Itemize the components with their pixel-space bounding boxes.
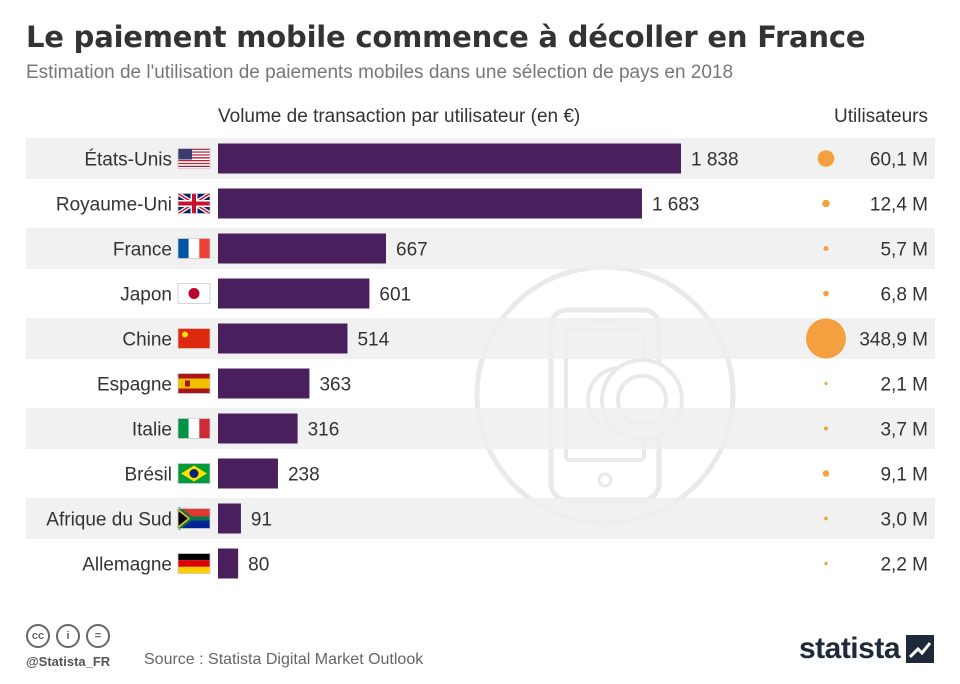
license-icons: cc i = [26,624,110,648]
chart-row: Afrique du Sud 91 3,0 M [26,498,935,539]
bar-value-label: 1 683 [652,195,700,216]
users-bubble [823,426,829,431]
flag-us-icon [177,148,211,169]
users-value-label: 9,1 M [880,465,928,486]
flag-za-icon [176,506,211,531]
users-bubble [806,318,846,359]
by-icon: i [56,624,80,648]
bar [218,233,387,264]
users-value-label: 3,0 M [880,510,928,531]
flag-it-icon [177,418,211,439]
users-bubble [824,561,828,566]
bar [218,188,642,219]
chart-row: Allemagne 80 2,2 M [82,548,928,579]
bar [218,368,310,399]
bar-value-label: 667 [396,240,428,261]
flag-jp-icon [177,283,211,304]
category-label: Espagne [97,375,172,396]
category-label: Japon [120,285,172,306]
bar [218,548,239,579]
bar-value-label: 238 [288,465,320,486]
statista-brand[interactable]: statista [799,632,934,666]
statista-logo-icon [906,635,934,663]
smartphone-euro-coin-icon [474,264,736,526]
users-value-label: 348,9 M [859,330,928,351]
bar-value-label: 601 [379,285,411,306]
chart-row: États-Unis 1 838 60,1 M [26,138,935,179]
category-label: États-Unis [84,150,172,171]
twitter-handle[interactable]: @Statista_FR [26,654,111,669]
bar-value-label: 1 838 [691,150,739,171]
users-value-label: 12,4 M [870,195,928,216]
users-value-label: 2,1 M [880,375,928,396]
row-stripe [26,318,935,359]
nd-icon: = [86,624,110,648]
chart-row: Royaume-Uni 1 683 12,4 M [56,188,928,219]
users-value-label: 60,1 M [870,150,928,171]
users-value-label: 6,8 M [880,285,928,306]
bar [218,503,241,534]
chart-title: Le paiement mobile commence à décoller e… [26,20,866,54]
bar-value-label: 91 [251,510,272,531]
users-bubble [824,381,828,386]
row-stripe [26,228,935,269]
category-label: Royaume-Uni [56,195,172,216]
users-bubble [817,150,835,167]
users-value-label: 5,7 M [880,240,928,261]
category-label: Italie [132,420,172,441]
category-label: Afrique du Sud [46,510,172,531]
bar-value-label: 80 [248,555,269,576]
bar-value-label: 316 [308,420,340,441]
chart-subtitle: Estimation de l'utilisation de paiements… [26,62,734,83]
chart-row: Italie 316 3,7 M [26,408,935,449]
bar [218,143,681,174]
bar [218,323,348,354]
flag-es-icon [177,373,211,394]
cc-icon: cc [26,624,50,648]
bar-value-label: 514 [357,330,389,351]
users-value-label: 2,2 M [880,555,928,576]
x-axis-label: Volume de transaction par utilisateur (e… [218,106,581,127]
users-bubble [824,516,828,521]
row-stripe [26,408,935,449]
flag-uk-icon [176,191,212,216]
flag-cn-icon [177,328,211,349]
category-label: Allemagne [82,555,172,576]
users-bubble [822,470,830,477]
bar [218,458,278,489]
flag-br-icon [177,463,211,484]
users-bubble [822,199,830,208]
chart-row: Chine 514 348,9 M [26,318,935,359]
bar-value-label: 363 [319,375,351,396]
flag-fr-icon [177,238,211,259]
users-value-label: 3,7 M [880,420,928,441]
category-label: Brésil [124,465,172,486]
chart-row: Japon 601 6,8 M [120,278,928,309]
users-column-label: Utilisateurs [834,106,928,127]
chart-row: France 667 5,7 M [26,228,935,269]
flag-de-icon [177,553,211,574]
bar [218,278,370,309]
row-stripe [26,498,935,539]
users-bubble [823,290,829,297]
chart-row: Espagne 363 2,1 M [97,368,928,399]
brand-name: statista [798,632,901,665]
users-bubble [823,245,829,252]
bar [218,413,298,444]
chart-row: Brésil 238 9,1 M [124,458,928,489]
category-label: Chine [122,330,172,351]
category-label: France [113,240,172,261]
source-note: Source : Statista Digital Market Outlook [144,651,424,668]
